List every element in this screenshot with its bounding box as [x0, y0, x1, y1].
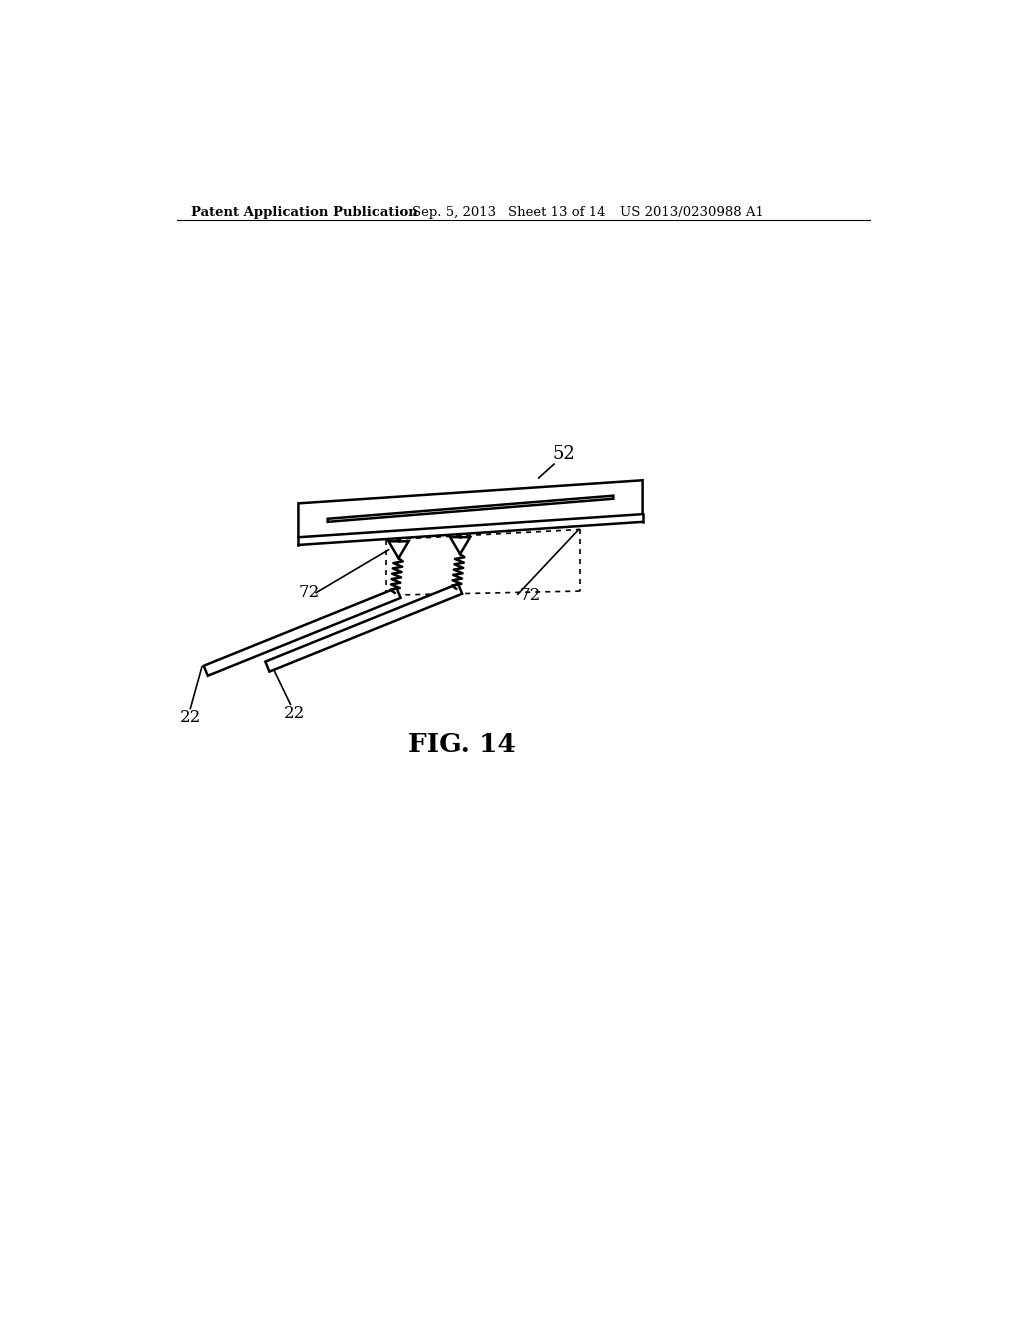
Polygon shape	[265, 583, 462, 672]
Text: 72: 72	[298, 585, 319, 601]
Text: 72: 72	[519, 587, 541, 605]
Text: 52: 52	[553, 445, 575, 463]
Text: Patent Application Publication: Patent Application Publication	[190, 206, 418, 219]
Text: Sheet 13 of 14: Sheet 13 of 14	[508, 206, 605, 219]
Polygon shape	[204, 587, 400, 676]
Text: 22: 22	[180, 709, 201, 726]
Polygon shape	[298, 480, 643, 537]
Text: US 2013/0230988 A1: US 2013/0230988 A1	[620, 206, 763, 219]
Text: Sep. 5, 2013: Sep. 5, 2013	[412, 206, 496, 219]
Text: 22: 22	[284, 705, 305, 722]
Text: FIG. 14: FIG. 14	[408, 733, 516, 758]
